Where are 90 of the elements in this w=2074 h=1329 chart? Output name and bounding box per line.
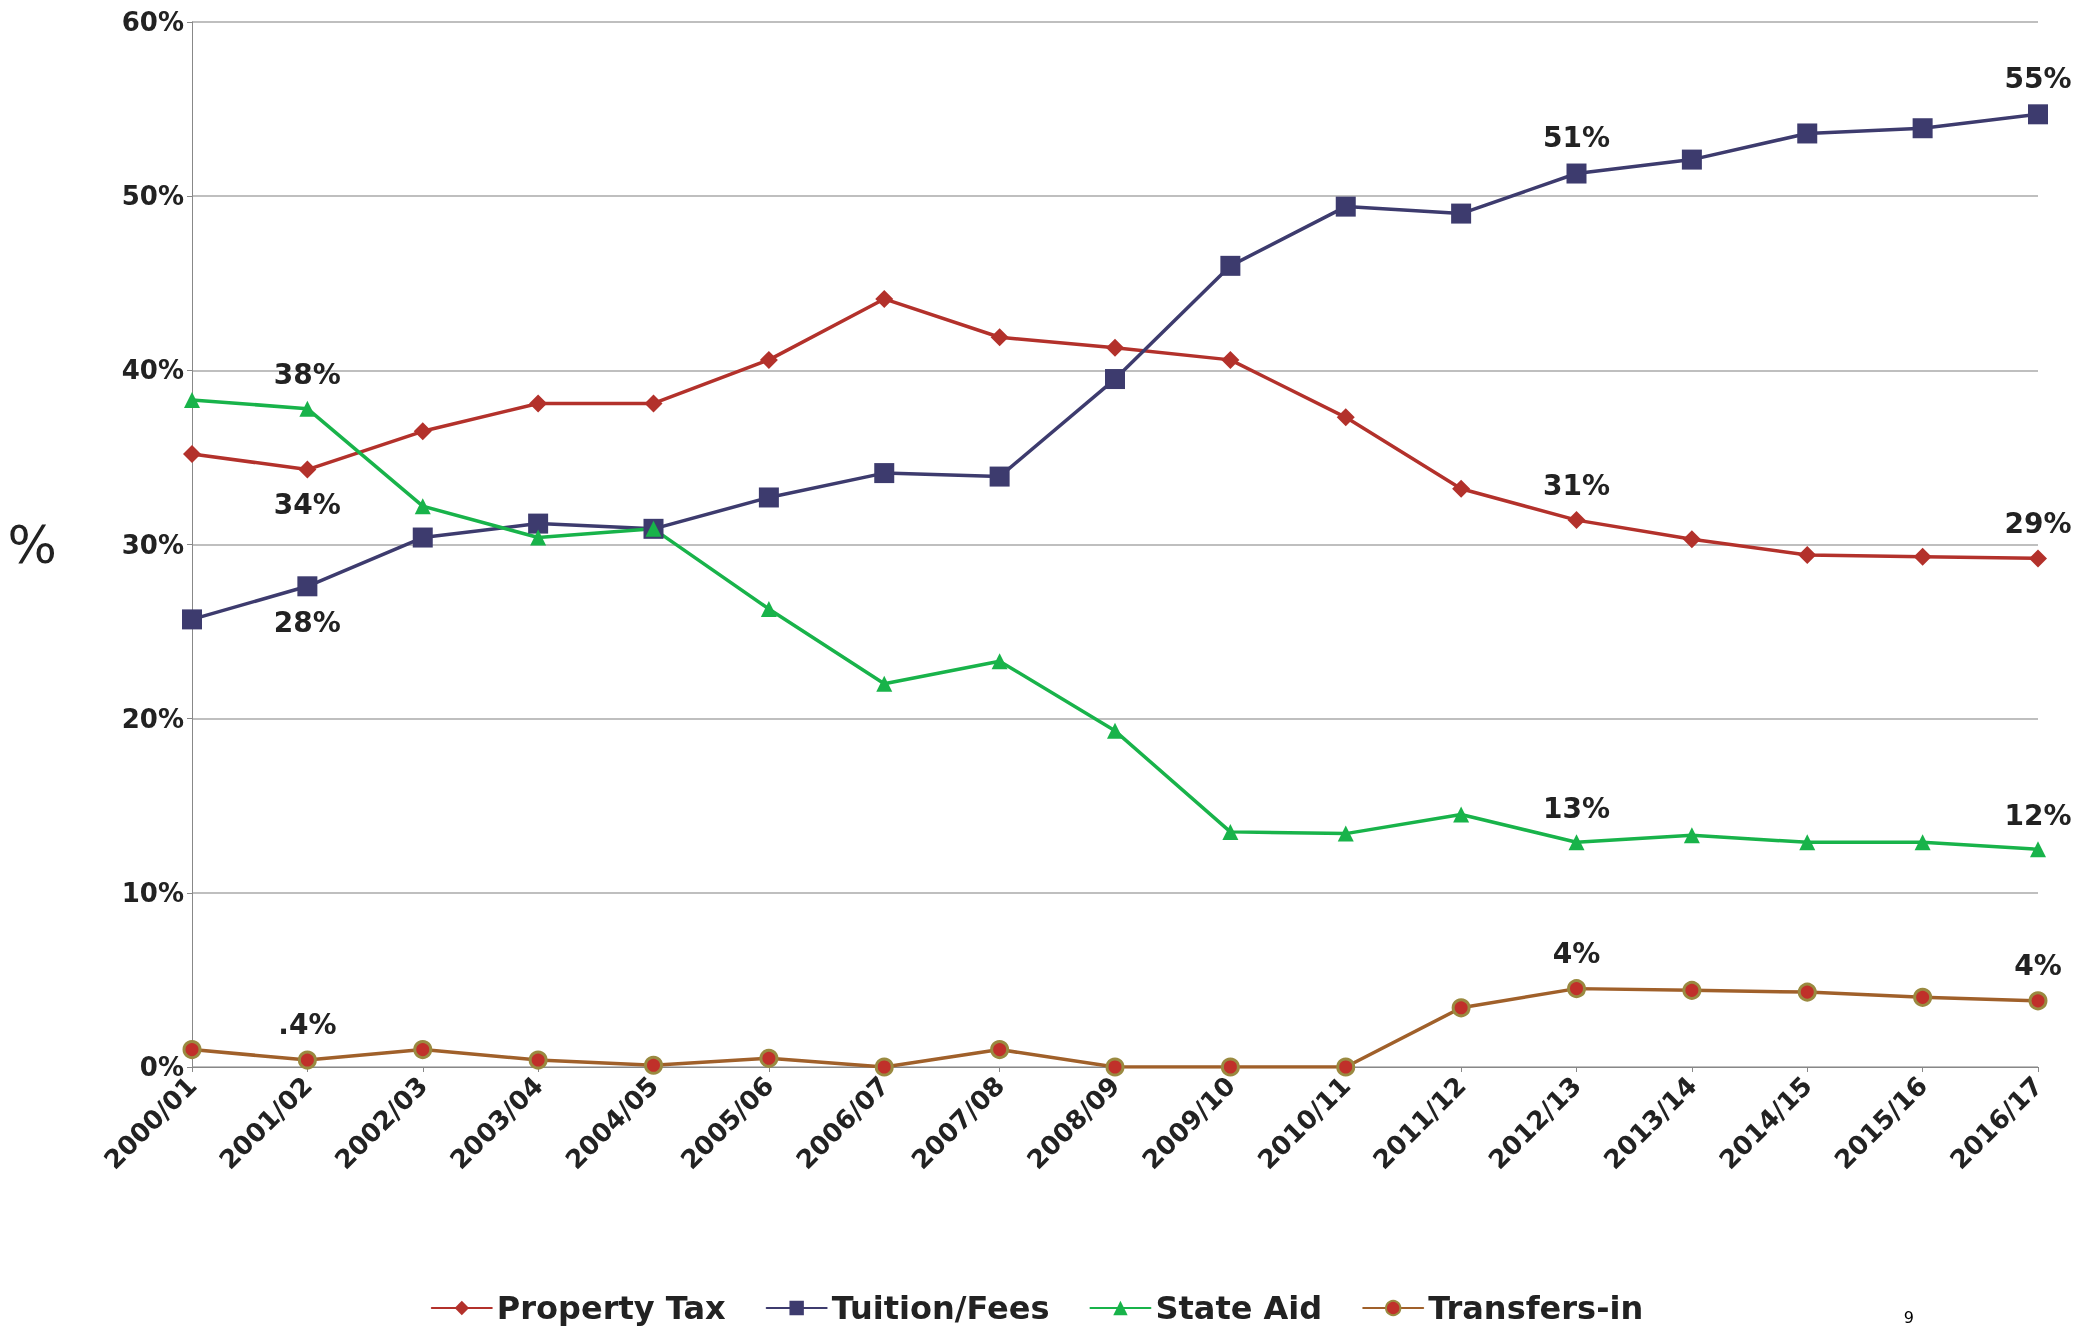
data-label: 38% [273, 358, 341, 392]
point [990, 328, 1009, 347]
point [1799, 834, 1816, 851]
point [874, 1057, 894, 1077]
y-tick-label: 50% [121, 181, 184, 212]
data-label: 55% [2004, 61, 2072, 95]
point [1220, 1057, 1240, 1077]
point [182, 609, 202, 630]
point [528, 1050, 548, 1070]
point [412, 527, 433, 548]
point [530, 529, 547, 546]
point [1797, 982, 1817, 1002]
point [184, 391, 200, 408]
point [876, 675, 893, 692]
point [1336, 408, 1355, 427]
point [759, 350, 778, 369]
data-label: 4% [1552, 936, 1601, 970]
point [760, 600, 777, 617]
point [1683, 827, 1700, 844]
y-tick-label: 40% [121, 355, 184, 386]
point [1107, 722, 1123, 739]
legend-label: Tuition/Fees [831, 1289, 1050, 1327]
data-label: 13% [1542, 791, 1611, 825]
point [2028, 104, 2048, 125]
point [1913, 547, 1932, 566]
point [1681, 149, 1702, 170]
data-label: 31% [1542, 468, 1611, 502]
point [1105, 369, 1125, 390]
point [1451, 203, 1472, 224]
point [528, 513, 549, 534]
y-axis-title: % [7, 514, 57, 575]
point [1453, 806, 1470, 823]
point [1797, 123, 1818, 144]
point [413, 422, 432, 441]
y-tick-label: 60% [121, 7, 184, 37]
point [1798, 545, 1817, 564]
point [1451, 998, 1471, 1018]
point [1222, 823, 1239, 840]
point [875, 289, 894, 308]
point [414, 498, 431, 515]
point [1567, 511, 1586, 530]
point [1566, 163, 1587, 184]
point [874, 463, 895, 484]
data-label: 34% [273, 488, 341, 522]
point [1912, 118, 1933, 139]
legend-label: Transfers-in [1428, 1289, 1644, 1327]
point [2030, 841, 2046, 858]
point [182, 1040, 202, 1060]
point [298, 460, 317, 479]
point [1452, 479, 1471, 498]
data-label: 28% [273, 605, 341, 639]
y-tick-label: 30% [121, 529, 184, 560]
point [299, 400, 316, 417]
point [758, 487, 779, 508]
y-tick-label: 20% [121, 703, 184, 734]
point [1220, 255, 1241, 276]
point [989, 466, 1010, 487]
point [759, 1048, 779, 1068]
data-label: 12% [2004, 798, 2072, 832]
point [644, 1055, 663, 1075]
point [991, 653, 1008, 670]
y-tick-label: 10% [121, 877, 184, 908]
point [297, 1050, 317, 1070]
point [1682, 530, 1701, 549]
point [1336, 1057, 1356, 1077]
point [1914, 834, 1931, 851]
point [1106, 338, 1124, 357]
point [1682, 980, 1702, 1000]
legend-label: Property Tax [496, 1289, 727, 1327]
point [413, 1040, 433, 1060]
point [1335, 196, 1356, 217]
point [183, 444, 201, 463]
text: 9 [1903, 1308, 1914, 1327]
legend-label: State Aid [1155, 1289, 1323, 1327]
point [1337, 825, 1354, 842]
data-label: 51% [1542, 121, 1611, 155]
point [1568, 834, 1585, 851]
point [1913, 987, 1933, 1007]
point [2028, 991, 2048, 1011]
data-label: 4% [2014, 948, 2062, 982]
point [297, 576, 318, 597]
point [1567, 979, 1586, 999]
data-label: .4% [278, 1008, 337, 1042]
point [529, 394, 548, 413]
point [1221, 350, 1240, 369]
data-label: 29% [2004, 506, 2072, 540]
point [990, 1040, 1010, 1060]
point [1105, 1057, 1125, 1077]
point [644, 394, 663, 413]
point [2029, 549, 2047, 568]
